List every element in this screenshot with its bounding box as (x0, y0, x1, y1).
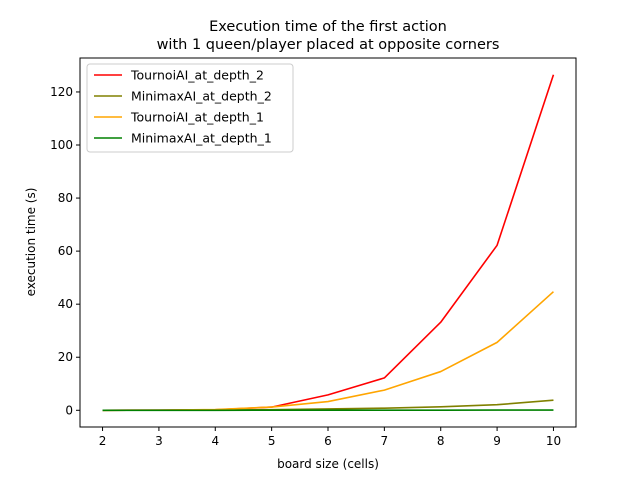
x-tick-label: 3 (155, 434, 163, 448)
x-tick-label: 10 (546, 434, 561, 448)
legend-box (86, 63, 294, 153)
series-lines (102, 74, 555, 412)
y-tick-label: 40 (58, 297, 73, 311)
legend: TournoiAI_at_depth_2 MinimaxAI_at_depth_2… (86, 63, 294, 153)
x-tick-label: 6 (324, 434, 332, 448)
chart-title: Execution time of the first action (209, 19, 447, 35)
x-tick-label: 2 (99, 434, 107, 448)
x-tick-label: 8 (437, 434, 445, 448)
y-tick-label: 120 (50, 85, 73, 99)
legend-label: TournoiAI_at_depth_1 (130, 110, 264, 125)
legend-label: MinimaxAI_at_depth_1 (131, 131, 272, 146)
x-tick-label: 7 (381, 434, 389, 448)
y-tick-label: 60 (58, 244, 73, 258)
series-line-3 (102, 291, 554, 412)
x-tick-label: 4 (211, 434, 219, 448)
x-tick-label: 5 (268, 434, 276, 448)
y-axis-label: execution time (s) (24, 188, 38, 297)
x-axis-label: board size (cells) (277, 457, 379, 471)
legend-label: MinimaxAI_at_depth_2 (131, 89, 272, 104)
y-tick-label: 0 (65, 403, 73, 417)
x-tick-label: 9 (493, 434, 501, 448)
plot-frame (79, 57, 577, 428)
chart-subtitle: with 1 queen/player placed at opposite c… (157, 37, 500, 53)
y-tick-label: 20 (58, 350, 73, 364)
y-tick-label: 80 (58, 191, 73, 205)
legend-label: TournoiAI_at_depth_2 (130, 68, 264, 83)
y-tick-label: 100 (50, 138, 73, 152)
